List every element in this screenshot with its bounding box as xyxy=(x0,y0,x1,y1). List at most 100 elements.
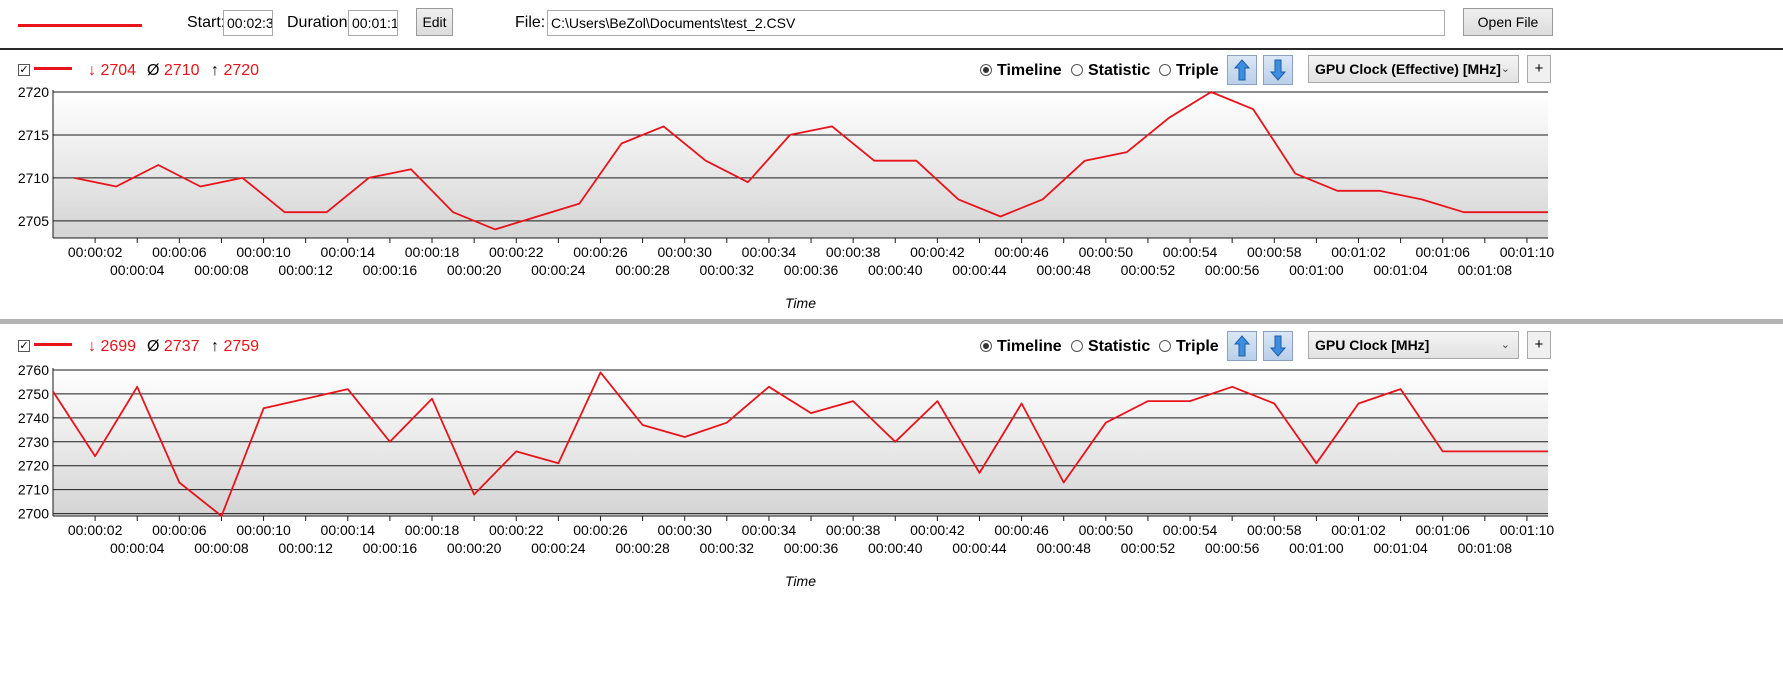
x-tick-label: 00:00:12 xyxy=(278,540,333,556)
x-axis-title: Time xyxy=(785,573,816,589)
duration-field[interactable]: 00:01:11 xyxy=(348,10,398,36)
x-tick-label: 00:00:46 xyxy=(994,244,1049,260)
arrow-up-icon xyxy=(1233,59,1251,81)
chevron-down-icon: ⌄ xyxy=(1500,339,1510,351)
x-tick-label: 00:00:38 xyxy=(826,522,881,538)
x-tick-label: 00:00:04 xyxy=(110,262,165,278)
x-tick-label: 00:00:36 xyxy=(784,540,839,556)
line-chart: 2705 2710 2715 2720 00:00:02 00:00:04 00:00:06… xyxy=(18,86,1555,311)
x-tick-label: 00:00:46 xyxy=(994,522,1049,538)
series-line xyxy=(52,371,1548,517)
x-tick-label: 00:01:04 xyxy=(1373,540,1428,556)
chevron-down-icon: ⌄ xyxy=(1500,63,1510,75)
x-tick-label: 00:00:26 xyxy=(573,244,628,260)
add-chart-button[interactable]: + xyxy=(1527,55,1551,83)
x-tick-label: 00:00:20 xyxy=(447,540,502,556)
y-tick-label: 2710 xyxy=(18,170,49,186)
x-tick-label: 00:00:48 xyxy=(1036,540,1091,556)
x-tick-label: 00:00:26 xyxy=(573,522,628,538)
timeline-label[interactable]: Timeline xyxy=(997,338,1062,355)
statistic-label[interactable]: Statistic xyxy=(1088,338,1151,355)
arrow-down-icon xyxy=(1269,335,1287,357)
x-tick-label: 00:00:16 xyxy=(363,540,418,556)
statistic-radio[interactable] xyxy=(1071,64,1083,76)
y-tick-label: 2700 xyxy=(18,506,49,522)
x-tick-label: 00:00:22 xyxy=(489,522,544,538)
series-color-line[interactable] xyxy=(18,24,142,27)
series-color-line[interactable] xyxy=(34,343,72,346)
duration-label: Duration: xyxy=(287,14,352,31)
y-tick-label: 2710 xyxy=(18,482,49,498)
series-checkbox[interactable]: ✓ xyxy=(18,64,30,76)
x-tick-label: 00:00:12 xyxy=(278,262,333,278)
series-color-line[interactable] xyxy=(34,67,72,70)
triple-radio[interactable] xyxy=(1159,340,1171,352)
x-tick-label: 00:00:34 xyxy=(742,522,797,538)
top-toolbar: Start: 00:02:31 Duration: 00:01:11 Edit … xyxy=(0,0,1783,50)
x-tick-label: 00:00:24 xyxy=(531,540,586,556)
move-up-button[interactable] xyxy=(1227,55,1257,85)
avg-value: Ø 2710 xyxy=(147,62,200,79)
x-tick-label: 00:00:40 xyxy=(868,262,923,278)
x-tick-label: 00:00:40 xyxy=(868,540,923,556)
add-chart-button[interactable]: + xyxy=(1527,331,1551,359)
plot-area xyxy=(53,92,1548,238)
sensor-select[interactable]: GPU Clock [MHz] ⌄ xyxy=(1308,331,1519,359)
x-tick-label: 00:00:52 xyxy=(1121,540,1176,556)
statistic-label[interactable]: Statistic xyxy=(1088,62,1151,79)
x-tick-label: 00:00:22 xyxy=(489,244,544,260)
x-tick-label: 00:00:28 xyxy=(615,540,670,556)
sensor-select[interactable]: GPU Clock (Effective) [MHz] ⌄ xyxy=(1308,55,1519,83)
x-tick-label: 00:00:04 xyxy=(110,540,165,556)
file-path-field[interactable]: C:\Users\BeZol\Documents\test_2.CSV xyxy=(547,10,1445,36)
move-down-button[interactable] xyxy=(1263,331,1293,361)
x-tick-label: 00:01:10 xyxy=(1500,522,1555,538)
pane-splitter[interactable] xyxy=(0,319,1783,324)
move-down-button[interactable] xyxy=(1263,55,1293,85)
timeline-radio[interactable] xyxy=(980,340,992,352)
chart-panel-1: ✓ ↓ 2704 Ø 2710 ↑ 2720 Timeline Statisti… xyxy=(0,50,1783,319)
x-tick-label: 00:01:02 xyxy=(1331,244,1386,260)
arrow-down-icon xyxy=(1269,59,1287,81)
chart-panel-2: ✓ ↓ 2699 Ø 2737 ↑ 2759 Timeline Statisti… xyxy=(0,326,1783,677)
statistic-radio[interactable] xyxy=(1071,340,1083,352)
x-tick-label: 00:00:06 xyxy=(152,244,207,260)
x-tick-label: 00:00:44 xyxy=(952,262,1007,278)
triple-label[interactable]: Triple xyxy=(1176,62,1219,79)
sensor-select-value: GPU Clock [MHz] xyxy=(1315,337,1430,353)
x-tick-label: 00:01:02 xyxy=(1331,522,1386,538)
x-tick-label: 00:00:38 xyxy=(826,244,881,260)
x-tick-label: 00:01:06 xyxy=(1415,522,1470,538)
x-tick-label: 00:00:48 xyxy=(1036,262,1091,278)
min-value: ↓ 2704 xyxy=(88,62,137,79)
x-tick-label: 00:00:30 xyxy=(657,244,712,260)
x-tick-label: 00:00:18 xyxy=(405,244,460,260)
x-tick-label: 00:00:14 xyxy=(321,244,376,260)
x-tick-label: 00:01:08 xyxy=(1458,262,1513,278)
max-value: ↑ 2759 xyxy=(211,338,260,355)
series-checkbox[interactable]: ✓ xyxy=(18,340,30,352)
edit-button[interactable]: Edit xyxy=(416,8,453,36)
x-tick-label: 00:00:02 xyxy=(68,522,123,538)
x-tick-label: 00:00:24 xyxy=(531,262,586,278)
x-tick-label: 00:00:58 xyxy=(1247,244,1302,260)
timeline-label[interactable]: Timeline xyxy=(997,62,1062,79)
y-tick-label: 2750 xyxy=(18,386,49,402)
y-tick-label: 2705 xyxy=(18,213,49,229)
start-field[interactable]: 00:02:31 xyxy=(223,10,273,36)
timeline-radio[interactable] xyxy=(980,64,992,76)
triple-label[interactable]: Triple xyxy=(1176,338,1219,355)
triple-radio[interactable] xyxy=(1159,64,1171,76)
x-tick-label: 00:00:34 xyxy=(742,244,797,260)
y-tick-label: 2715 xyxy=(18,127,49,143)
x-tick-label: 00:00:32 xyxy=(700,262,755,278)
x-tick-label: 00:00:14 xyxy=(321,522,376,538)
open-file-button[interactable]: Open File xyxy=(1463,8,1553,36)
x-tick-label: 00:01:04 xyxy=(1373,262,1428,278)
move-up-button[interactable] xyxy=(1227,331,1257,361)
x-tick-label: 00:00:50 xyxy=(1079,522,1134,538)
y-tick-label: 2740 xyxy=(18,410,49,426)
x-tick-label: 00:00:58 xyxy=(1247,522,1302,538)
y-tick-label: 2720 xyxy=(18,86,49,100)
x-tick-label: 00:00:10 xyxy=(236,522,291,538)
